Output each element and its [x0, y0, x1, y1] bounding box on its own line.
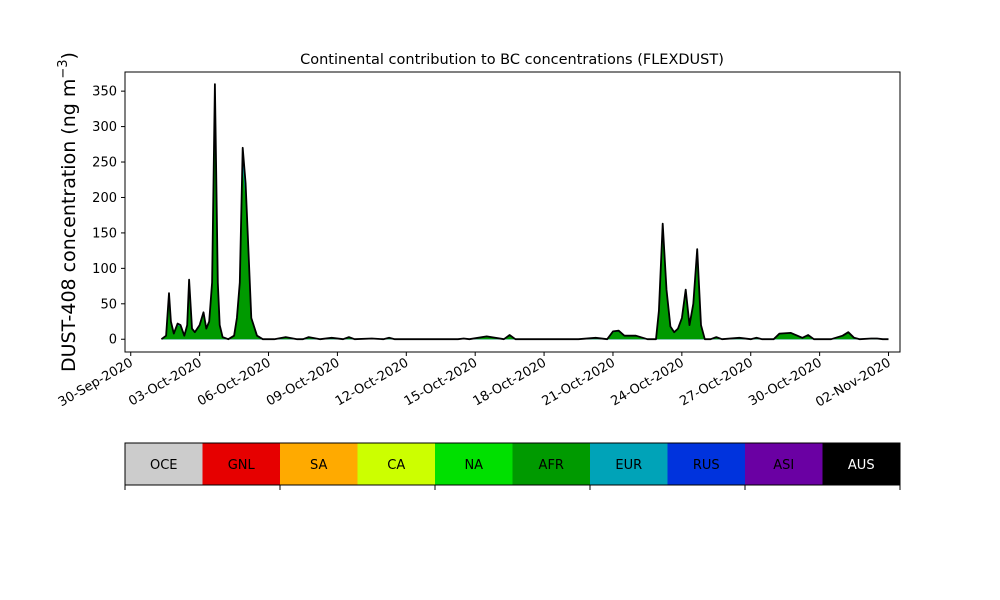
x-tick-label: 24-Oct-2020 [608, 355, 686, 409]
axes: 05010015020025030035030-Sep-202003-Oct-2… [56, 71, 901, 410]
legend-label-oce: OCE [150, 458, 178, 473]
legend-label-aus: AUS [848, 458, 875, 473]
series-area-afr [161, 109, 889, 340]
x-tick-label: 21-Oct-2020 [540, 355, 618, 409]
y-tick-label: 200 [92, 191, 117, 206]
legend-swatch-na [435, 443, 513, 485]
legend-swatch-aus [822, 443, 900, 485]
series-area-asi [161, 84, 889, 340]
legend-label-eur: EUR [615, 458, 642, 473]
legend-label-asi: ASI [773, 458, 794, 473]
x-tick-label: 30-Oct-2020 [746, 355, 824, 409]
x-tick-label: 02-Nov-2020 [813, 355, 893, 410]
series-area-rus [161, 87, 889, 340]
legend-label-sa: SA [310, 458, 327, 473]
y-tick-label: 250 [92, 156, 117, 171]
legend-label-afr: AFR [539, 458, 564, 473]
y-axis-label-close: ) [58, 52, 80, 59]
axes-frame [124, 71, 901, 353]
y-axis-label: DUST-408 concentration (ng m−3) [56, 52, 80, 372]
x-tick-label: 03-Oct-2020 [126, 355, 204, 409]
legend-label-rus: RUS [693, 458, 720, 473]
legend-label-ca: CA [387, 458, 405, 473]
legend-swatch-oce [125, 443, 203, 485]
legend-frame [124, 442, 901, 486]
x-tick-label: 15-Oct-2020 [402, 355, 480, 409]
legend-swatch-asi [745, 443, 823, 485]
legend-swatch-rus [667, 443, 745, 485]
series-line-total [160, 83, 889, 341]
x-tick-label: 06-Oct-2020 [195, 355, 273, 409]
legend-swatch-sa [280, 443, 358, 485]
chart-title: Continental contribution to BC concentra… [300, 52, 724, 68]
y-axis-label-superscript: −3 [56, 59, 71, 78]
legend-swatch-eur [590, 443, 668, 485]
legend-swatch-afr [512, 443, 590, 485]
y-tick-label: 100 [92, 262, 117, 277]
plot-area [160, 83, 889, 341]
x-tick-label: 09-Oct-2020 [264, 355, 342, 409]
y-tick-label: 0 [109, 333, 117, 348]
legend-label-na: NA [464, 458, 483, 473]
series-area-eur [161, 94, 889, 340]
x-tick-label: 18-Oct-2020 [471, 355, 549, 409]
legend-swatch-ca [357, 443, 435, 485]
x-tick-label: 12-Oct-2020 [333, 355, 411, 409]
y-tick-label: 300 [92, 120, 117, 135]
y-tick-label: 150 [92, 226, 117, 241]
legend-colorbar: OCE GNL SA CA NA AFR EUR RUS ASI AUS [124, 442, 901, 490]
y-tick-label: 350 [92, 85, 117, 100]
legend-swatch-gnl [202, 443, 280, 485]
x-tick-label: 27-Oct-2020 [677, 355, 755, 409]
y-axis-label-main: DUST-408 concentration (ng m [58, 79, 80, 372]
legend-label-gnl: GNL [228, 458, 256, 473]
y-tick-label: 50 [100, 297, 117, 312]
